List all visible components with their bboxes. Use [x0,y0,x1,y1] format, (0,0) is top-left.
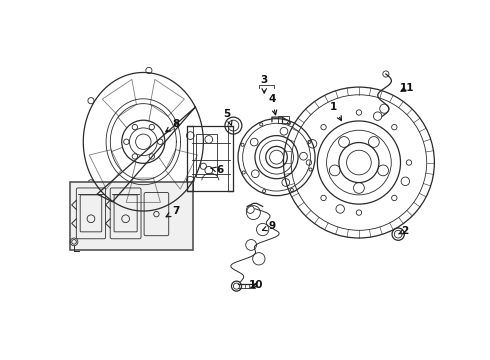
Text: 8: 8 [166,119,180,132]
Text: 11: 11 [400,83,415,93]
Text: 2: 2 [399,226,409,236]
Text: 4: 4 [268,94,277,115]
Text: 10: 10 [249,280,264,290]
Text: 7: 7 [166,206,180,217]
Bar [70,182,194,249]
Text: 6: 6 [210,165,223,175]
Text: 1: 1 [330,102,342,121]
Text: 9: 9 [263,221,275,231]
Bar [196,134,217,177]
Text: 3: 3 [261,75,268,93]
Text: 5: 5 [223,109,232,125]
Bar [278,116,289,123]
